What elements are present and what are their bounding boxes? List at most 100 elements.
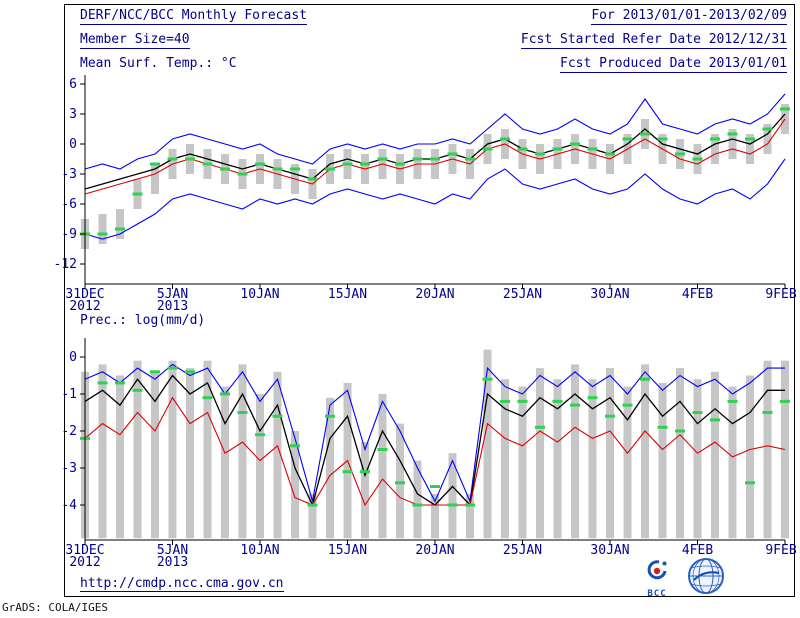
observation-marker	[535, 425, 545, 429]
precip-section-label: Prec.: log(mm/d)	[80, 313, 206, 328]
ensemble-spread-bar	[518, 386, 527, 539]
observation-marker	[342, 162, 353, 166]
y-tick-label: -4	[61, 498, 77, 513]
observation-marker	[132, 192, 143, 196]
ensemble-spread-bar	[571, 364, 579, 539]
ensemble-spread-bar	[676, 368, 684, 539]
ensemble-spread-bar	[168, 360, 177, 539]
observation-marker	[220, 167, 230, 171]
ensemble-spread-bar	[151, 164, 159, 194]
ensemble-spread-bar	[606, 368, 614, 539]
ensemble-spread-bar	[746, 134, 754, 164]
observation-marker	[552, 399, 563, 403]
website-link[interactable]: http://cmdp.ncc.cma.gov.cn	[80, 576, 284, 592]
observation-marker	[482, 147, 493, 151]
ensemble-spread-bar	[116, 209, 124, 239]
ensemble-max-line	[84, 363, 785, 504]
ensemble-spread-bar	[378, 394, 387, 539]
forecast-range-label: For 2013/01/01-2013/02/09	[591, 8, 787, 25]
bcc-logo: BCC	[634, 557, 680, 599]
x-tick-label: 25JAN	[503, 543, 542, 558]
observation-marker	[412, 503, 423, 507]
observation-marker	[430, 485, 440, 488]
observation-marker	[290, 444, 300, 448]
observation-marker	[745, 481, 755, 485]
observation-marker	[710, 137, 720, 141]
ensemble-spread-bar	[728, 129, 737, 159]
observation-marker	[325, 167, 335, 171]
x-tick-label: 20JAN	[415, 287, 454, 302]
x-tick-label: 31DEC	[65, 287, 104, 302]
observation-marker	[237, 172, 248, 176]
observation-marker	[290, 167, 300, 171]
ensemble-min-line	[84, 158, 786, 240]
observation-marker	[167, 366, 178, 370]
ensemble-spread-bar	[396, 423, 404, 539]
ensemble-spread-bar	[98, 214, 107, 244]
x-tick-label: 5JAN	[157, 287, 188, 302]
y-tick-label: -3	[61, 167, 77, 182]
observation-marker	[762, 127, 773, 131]
observation-marker	[482, 377, 493, 381]
y-tick-label: -3	[61, 461, 77, 476]
observation-marker	[640, 132, 650, 136]
ensemble-spread-bar	[291, 431, 299, 539]
y-tick-label: -1	[61, 387, 77, 402]
observation-marker	[727, 399, 738, 403]
ensemble-spread-bar	[448, 453, 457, 539]
observation-marker	[307, 177, 318, 181]
observation-marker	[465, 157, 475, 161]
observation-marker	[780, 107, 790, 111]
ensemble-spread-bar	[536, 368, 544, 539]
observation-marker	[517, 147, 528, 151]
x-tick-label: 9FEB	[765, 287, 796, 302]
observation-marker	[342, 470, 353, 474]
observation-marker	[447, 503, 458, 507]
observation-marker	[97, 381, 108, 385]
header-left: DERF/NCC/BCC Monthly Forecast Member Siz…	[80, 9, 307, 79]
observation-marker	[552, 147, 563, 151]
x-tick-label: 15JAN	[328, 543, 367, 558]
ensemble-spread-bar	[711, 134, 719, 164]
observation-marker	[745, 137, 755, 141]
ensemble-spread-bar	[116, 375, 124, 539]
observation-marker	[115, 381, 125, 385]
y-tick-label: -2	[61, 424, 77, 439]
x-tick-label: 10JAN	[240, 287, 279, 302]
x-tick-year-label: 2013	[157, 299, 188, 314]
page-title: DERF/NCC/BCC Monthly Forecast	[80, 8, 307, 25]
observation-marker	[132, 388, 143, 392]
observation-marker	[517, 399, 528, 403]
x-tick-label: 10JAN	[240, 543, 279, 558]
observation-marker	[360, 162, 370, 166]
ensemble-spread-bar	[308, 493, 317, 539]
observation-marker	[762, 411, 773, 414]
ensemble-spread-bar	[238, 364, 247, 539]
ensemble-spread-bar	[361, 442, 369, 539]
ensemble-spread-bar	[326, 397, 334, 539]
observation-marker	[237, 411, 248, 414]
member-size-label: Member Size=40	[80, 32, 190, 49]
observation-marker	[692, 411, 703, 414]
observation-marker	[377, 157, 388, 161]
ensemble-spread-bar	[623, 386, 632, 539]
ensemble-spread-bar	[186, 368, 194, 539]
ensemble-spread-bar	[658, 382, 667, 539]
bcc-logo-label: BCC	[647, 589, 667, 599]
ensemble-spread-bar	[431, 493, 439, 539]
observation-marker	[395, 162, 405, 166]
x-tick-label: 4FEB	[682, 287, 713, 302]
ensemble-spread-bar	[151, 371, 159, 539]
observation-marker	[447, 152, 458, 156]
variable-label: Mean Surf. Temp.: °C	[80, 56, 237, 71]
observation-marker	[605, 152, 615, 156]
ensemble-spread-bar	[711, 371, 719, 539]
ensemble-spread-bar	[466, 493, 474, 539]
observation-marker	[185, 157, 195, 161]
observation-marker	[570, 403, 580, 407]
observation-marker	[255, 162, 265, 166]
x-tick-label: 30JAN	[590, 287, 629, 302]
observation-marker	[692, 157, 703, 161]
